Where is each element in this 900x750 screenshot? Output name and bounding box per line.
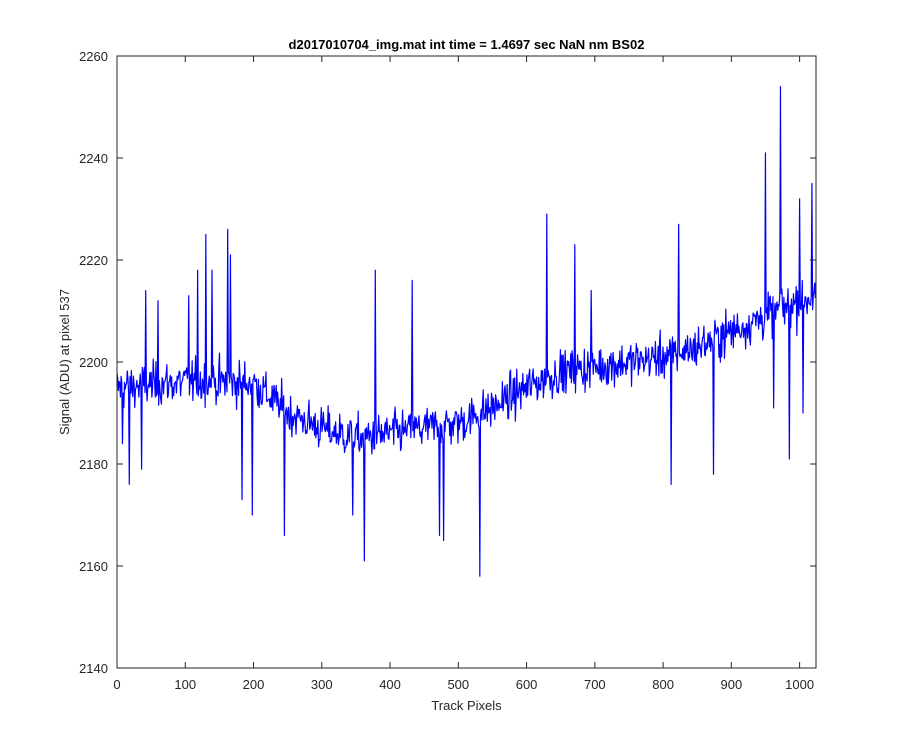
y-tick-label: 2220 — [79, 253, 108, 268]
y-tick-label: 2260 — [79, 49, 108, 64]
x-tick-label: 300 — [311, 677, 333, 692]
x-tick-label: 200 — [243, 677, 265, 692]
y-tick-label: 2140 — [79, 661, 108, 676]
y-tick-label: 2160 — [79, 559, 108, 574]
x-tick-label: 1000 — [785, 677, 814, 692]
y-tick-label: 2180 — [79, 457, 108, 472]
x-tick-label: 900 — [721, 677, 743, 692]
x-tick-label: 700 — [584, 677, 606, 692]
x-tick-label: 500 — [447, 677, 469, 692]
plot-area — [117, 56, 816, 668]
x-tick-label: 100 — [174, 677, 196, 692]
x-tick-label: 400 — [379, 677, 401, 692]
y-tick-label: 2240 — [79, 151, 108, 166]
x-axis-ticks: 0 100 200 300 400 500 600 700 800 900 1000 — [113, 56, 814, 692]
x-tick-label: 600 — [516, 677, 538, 692]
x-tick-label: 0 — [113, 677, 120, 692]
chart-title: d2017010704_img.mat int time = 1.4697 se… — [289, 37, 645, 52]
y-axis-label: Signal (ADU) at pixel 537 — [57, 289, 72, 435]
x-tick-label: 800 — [652, 677, 674, 692]
series-layer — [116, 86, 817, 577]
y-axis-ticks: 2140 2160 2180 2200 2220 2240 2260 — [79, 49, 816, 676]
x-axis-label: Track Pixels — [431, 698, 502, 713]
series-line — [116, 86, 817, 577]
y-tick-label: 2200 — [79, 355, 108, 370]
